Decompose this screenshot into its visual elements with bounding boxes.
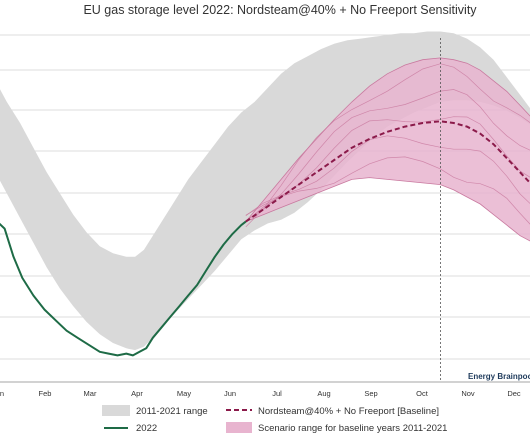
- x-tick-label: Nov: [461, 389, 475, 398]
- x-tick-label: Jul: [272, 389, 282, 398]
- x-tick-label: Apr: [131, 389, 143, 398]
- scenario-trace: [245, 156, 530, 225]
- baseline-dashed-line: [245, 120, 530, 223]
- x-tick-label: Aug: [317, 389, 330, 398]
- scenario-trace: [245, 89, 530, 221]
- watermark-text: Energy Brainpool: [468, 372, 530, 381]
- chart-title: EU gas storage level 2022: Nordsteam@40%…: [83, 3, 477, 17]
- legend-scenario-swatch: [226, 422, 252, 433]
- x-tick-label: Jun: [224, 389, 236, 398]
- line-2022: [0, 220, 247, 357]
- x-tick-label: Oct: [416, 389, 429, 398]
- scenario-trace: [245, 135, 530, 216]
- scenario-trace: [245, 63, 530, 228]
- x-tick-label: Dec: [507, 389, 521, 398]
- scenario-range-band: [245, 57, 530, 242]
- x-tick-label: May: [177, 389, 191, 398]
- legend-range-label: 2011-2021 range: [136, 406, 208, 417]
- x-tick-label: Mar: [84, 389, 97, 398]
- x-tick-label: n: [0, 389, 4, 398]
- legend-range-swatch: [102, 405, 130, 416]
- x-tick-label: Sep: [364, 389, 377, 398]
- legend-2022-label: 2022: [136, 423, 157, 434]
- legend-baseline-label: Nordsteam@40% + No Freeport [Baseline]: [258, 406, 439, 417]
- series-lines-layer: [0, 38, 530, 382]
- legend: 2011-2021 range 2022 Nordsteam@40% + No …: [102, 405, 447, 434]
- legend-scenario-label: Scenario range for baseline years 2011-2…: [258, 423, 447, 434]
- x-axis: n Feb Mar Apr May Jun Jul Aug Sep Oct Nov Dec: [0, 381, 530, 398]
- x-tick-label: Feb: [39, 389, 52, 398]
